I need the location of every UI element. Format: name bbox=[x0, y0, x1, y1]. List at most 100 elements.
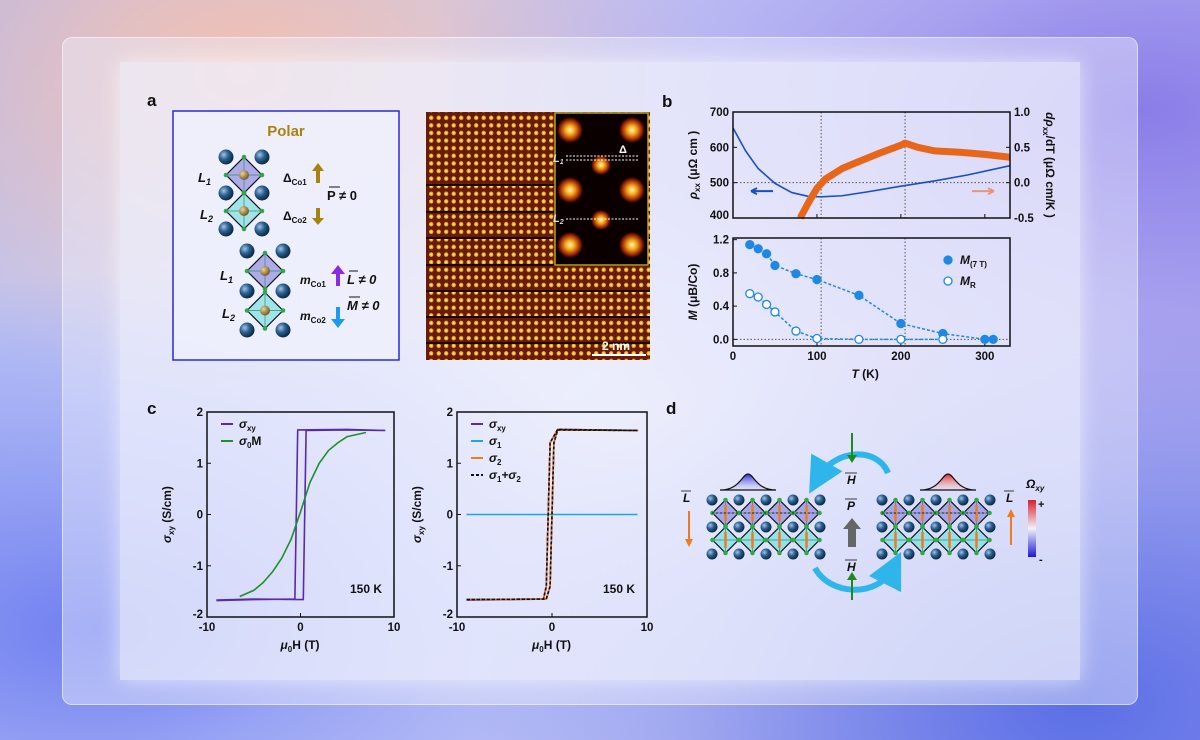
a-site-atom bbox=[760, 521, 772, 533]
lattice-structures bbox=[706, 494, 996, 560]
inset-label-L1: L1 bbox=[553, 153, 564, 166]
legend-label: σ1 bbox=[489, 434, 502, 450]
x-tick-label: 300 bbox=[975, 351, 994, 363]
oxygen-atom bbox=[259, 208, 265, 214]
oxygen-atom bbox=[241, 190, 247, 196]
oxygen-atom bbox=[737, 510, 742, 516]
data-point bbox=[770, 307, 780, 317]
a-site-atom bbox=[239, 322, 255, 338]
oxygen-atom bbox=[907, 510, 912, 516]
legend-marker bbox=[943, 276, 953, 286]
y-axis-label: ρxx (μΩ cm ) bbox=[686, 131, 702, 200]
stem-image: L1 L2 Δ 2 nm bbox=[426, 112, 650, 360]
y-axis-label: σxy (S/cm) bbox=[160, 486, 176, 543]
y-tick-label: 400 bbox=[710, 210, 729, 222]
label-H-top: H bbox=[847, 473, 856, 487]
oxygen-atom bbox=[750, 524, 755, 530]
label-delta-co2: ΔCo2 bbox=[283, 209, 307, 225]
oxygen-atom bbox=[934, 537, 939, 543]
oxygen-atom bbox=[723, 550, 728, 556]
series-fit-line bbox=[749, 243, 994, 341]
label-delta-co1: ΔCo1 bbox=[283, 171, 307, 187]
a-site-atom bbox=[876, 521, 888, 533]
oxygen-atom bbox=[907, 537, 912, 543]
oxygen-atom bbox=[280, 268, 286, 274]
a-site-atom bbox=[733, 494, 745, 506]
colorbar-plus: + bbox=[1038, 499, 1044, 511]
a-site-atom bbox=[218, 185, 234, 201]
oxygen-atom bbox=[974, 497, 979, 503]
oxygen-atom bbox=[920, 550, 925, 556]
scale-bar-label: 2 nm bbox=[602, 339, 630, 353]
y-tick-label: 1.2 bbox=[713, 235, 729, 247]
m-co1-up-arrow-icon bbox=[331, 265, 345, 286]
annotation-temperature: 150 K bbox=[350, 582, 382, 596]
a-site-atom bbox=[706, 548, 718, 560]
series-line bbox=[732, 127, 1011, 198]
a-site-atom bbox=[218, 221, 234, 237]
a-site-atom bbox=[814, 494, 826, 506]
stem-inset: L1 L2 Δ bbox=[553, 112, 649, 266]
oxygen-atom bbox=[804, 497, 809, 503]
oxygen-atom bbox=[750, 550, 755, 556]
label-M-neq-0: M ≠ 0 bbox=[347, 298, 380, 313]
label-omega-xy: Ωxy bbox=[1025, 477, 1045, 493]
panel-label-b: b bbox=[662, 92, 672, 111]
a-site-atom bbox=[957, 494, 969, 506]
vector-overbars bbox=[329, 186, 360, 298]
oxygen-atom bbox=[750, 497, 755, 503]
y-tick-label: 600 bbox=[710, 142, 729, 154]
legend-label: σxy bbox=[489, 417, 506, 433]
data-point bbox=[791, 326, 801, 336]
y-tick-label: 0.8 bbox=[713, 268, 730, 280]
a-site-atom bbox=[876, 548, 888, 560]
a-site-atom bbox=[787, 521, 799, 533]
data-point bbox=[854, 334, 864, 345]
oxygen-atom bbox=[262, 250, 268, 256]
x-tick-label: 0 bbox=[297, 622, 303, 634]
data-point bbox=[812, 274, 822, 285]
x-tick-label: 10 bbox=[641, 622, 654, 634]
y-tick-label: 0.4 bbox=[713, 301, 730, 313]
label-L-right: L bbox=[1006, 491, 1013, 505]
co-atom bbox=[260, 266, 270, 276]
oxygen-atom bbox=[737, 537, 742, 543]
a-site-atom bbox=[930, 548, 942, 560]
series-line bbox=[797, 139, 1011, 220]
a-site-atom bbox=[876, 494, 888, 506]
label-L2: L2 bbox=[200, 207, 213, 224]
right-axis-arrow-icon bbox=[972, 187, 995, 196]
panel-label-c: c bbox=[147, 399, 156, 418]
oxygen-atom bbox=[723, 497, 728, 503]
y-tick-label: 500 bbox=[710, 178, 729, 190]
oxygen-atom bbox=[947, 524, 952, 530]
y-tick-label: 0 bbox=[197, 510, 203, 522]
oxygen-atom bbox=[777, 497, 782, 503]
chart-b-bottom: 0 100 200 300 0.0 0.4 0.8 1.2 M(7 T) MR T (K) M (μB… bbox=[686, 235, 1011, 381]
x-tick-label: 0 bbox=[549, 622, 555, 634]
a-site-atom bbox=[275, 243, 291, 259]
x-axis-label: μ0H (T) bbox=[280, 638, 320, 654]
oxygen-atom bbox=[223, 172, 229, 178]
panel-d-diagram: H P H L L Ωxy + - bbox=[681, 433, 1045, 600]
y-tick-label: -2 bbox=[443, 609, 453, 621]
y-tick-label: 1 bbox=[447, 458, 454, 470]
a-site-atom bbox=[814, 548, 826, 560]
octahedra-structure bbox=[218, 149, 291, 338]
a-site-atom bbox=[254, 185, 270, 201]
oxygen-atom bbox=[920, 497, 925, 503]
oxygen-atom bbox=[262, 326, 268, 331]
panel-label-d: d bbox=[666, 399, 676, 418]
label-H-bottom: H bbox=[847, 560, 856, 574]
annotation-temperature: 150 K bbox=[603, 582, 635, 596]
oxygen-atom bbox=[974, 550, 979, 556]
a-site-atom bbox=[787, 548, 799, 560]
oxygen-atom bbox=[961, 537, 966, 543]
y-tick-label: -1 bbox=[443, 561, 454, 573]
plot-frame bbox=[206, 411, 395, 618]
series-line bbox=[239, 431, 367, 598]
L-up-arrow-icon bbox=[1007, 509, 1015, 545]
inset-delta-label: Δ bbox=[619, 144, 627, 156]
oxygen-atom bbox=[893, 550, 898, 556]
